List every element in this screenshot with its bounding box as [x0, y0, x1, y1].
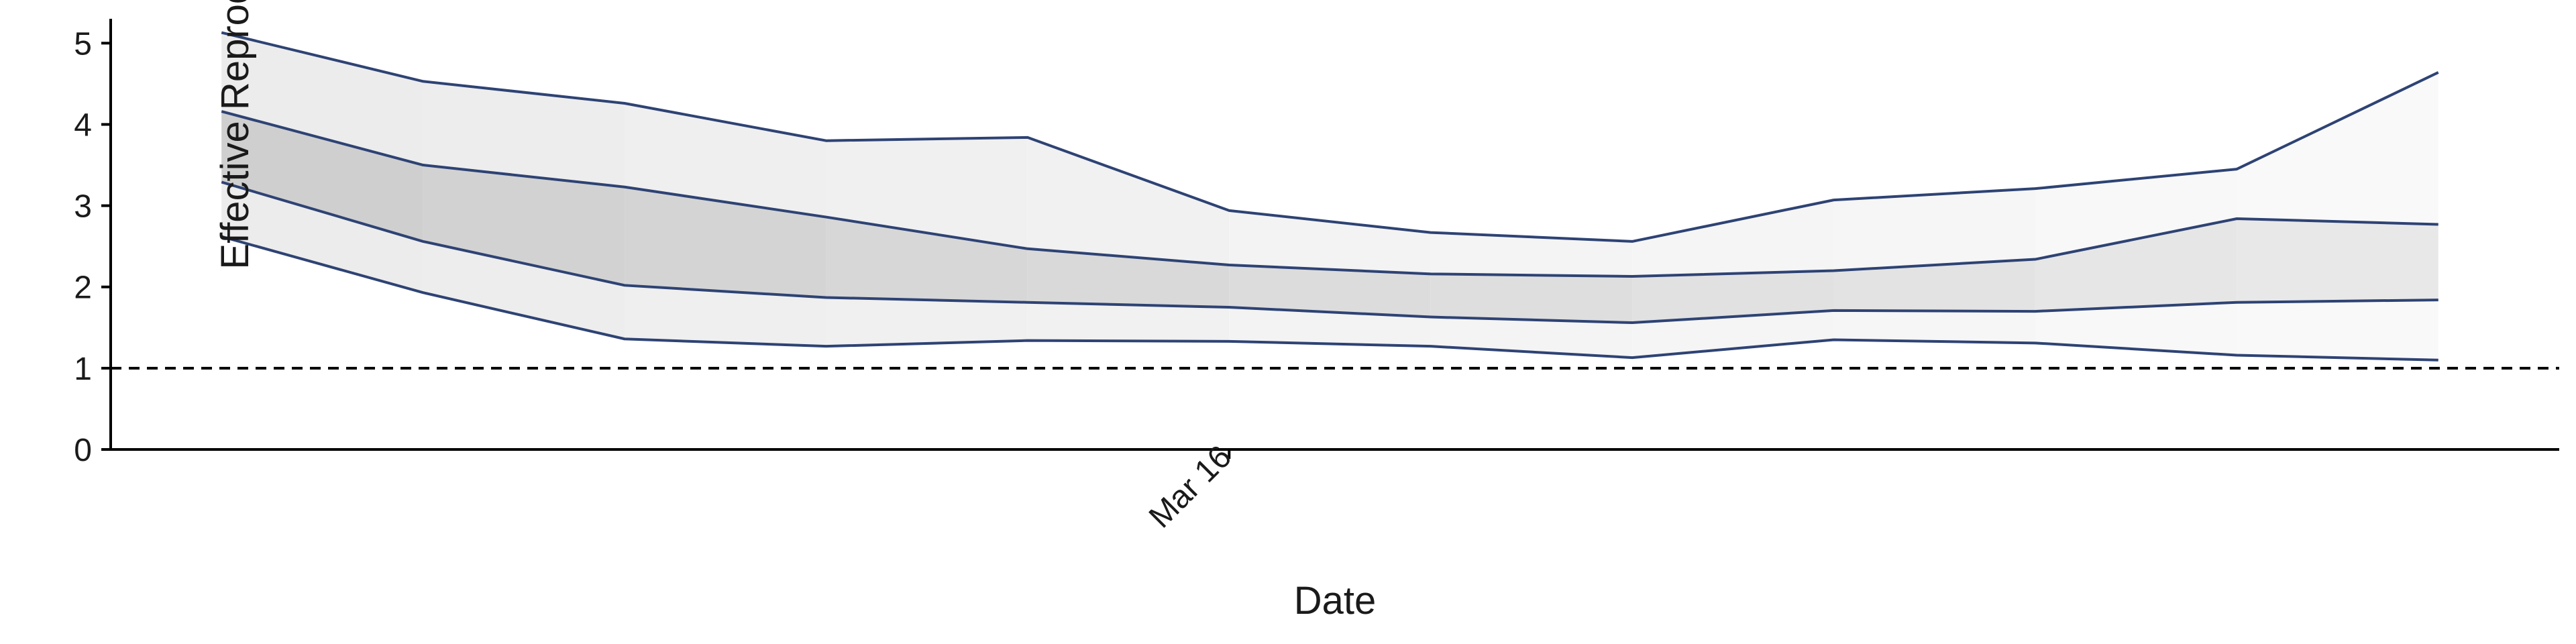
inner-band-segment — [1632, 270, 1834, 323]
y-tick-label: 1 — [74, 352, 92, 387]
inner-band-segment — [1833, 259, 2035, 312]
outer-band-segment — [1027, 137, 1230, 341]
inner-upper-line — [221, 110, 2438, 278]
y-ticks: 0 1 2 3 4 5 — [74, 26, 111, 468]
bands-layer — [221, 32, 2438, 360]
y-tick-label: 2 — [74, 270, 92, 306]
x-ticks: Mar 16 — [1142, 439, 1238, 535]
x-tick-label: Mar 16 — [1142, 439, 1238, 535]
outer-lower-line — [221, 235, 2438, 362]
inner-lower-line — [221, 180, 2438, 325]
y-tick-label: 4 — [74, 107, 92, 143]
y-tick-label: 5 — [74, 26, 92, 62]
inner-band-segment — [1430, 274, 1633, 323]
inner-band-segment — [2237, 218, 2438, 303]
inner-band-segment — [221, 111, 423, 241]
y-axis-title: Effective Reproduction no — [213, 0, 257, 270]
outer-band-segment — [2237, 72, 2438, 360]
inner-band-segment — [1027, 248, 1230, 308]
lines-layer — [221, 31, 2439, 362]
outer-upper-line — [221, 31, 2439, 243]
inner-band-segment — [1229, 265, 1431, 317]
inner-band-segment — [2035, 218, 2237, 312]
y-tick-label: 3 — [74, 189, 92, 225]
inner-band-segment — [625, 186, 826, 298]
inner-band-segment — [423, 165, 625, 286]
x-axis-title: Date — [1294, 579, 1377, 623]
y-tick-label: 0 — [74, 433, 92, 468]
inner-band-segment — [826, 217, 1028, 303]
